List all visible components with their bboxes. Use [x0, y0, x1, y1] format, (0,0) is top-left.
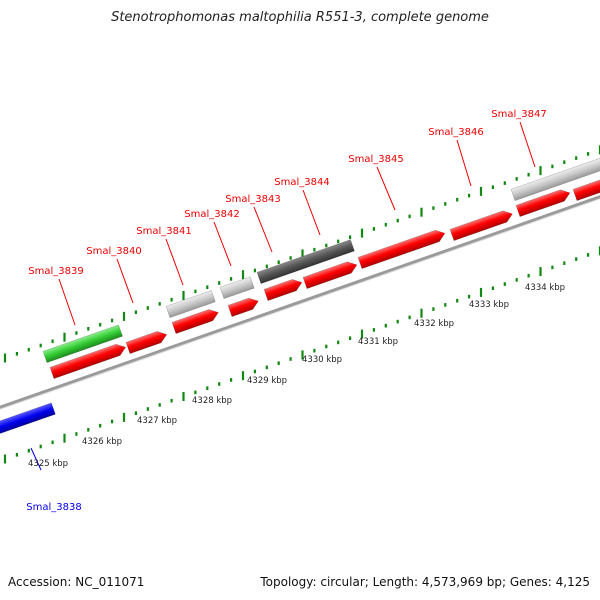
cds-smal-3838 [0, 402, 56, 437]
genome-backbone [0, 195, 600, 409]
gene-features [0, 157, 600, 437]
gene-callout: Smal_3841 [136, 226, 192, 286]
gene-label[interactable]: Smal_3842 [184, 209, 239, 220]
feature-smal-3847 [510, 157, 600, 202]
gene-label[interactable]: Smal_3841 [136, 226, 191, 237]
cds-smal-3845 [357, 229, 446, 270]
kbp-label: 4329 kbp [247, 376, 287, 386]
gene-label[interactable]: Smal_3838 [26, 502, 81, 513]
callout-leader-line [253, 206, 273, 253]
feature-smal-3844 [256, 239, 355, 285]
callout-leader-line [165, 238, 184, 286]
kbp-label: 4334 kbp [525, 283, 565, 293]
cds-smal-3840 [125, 331, 168, 355]
callout-leader-line [116, 258, 134, 304]
gene-label[interactable]: Smal_3846 [428, 127, 483, 138]
accession-text: Accession: NC_011071 [8, 575, 145, 589]
cds-smal-3847 [515, 189, 571, 218]
callout-leader-line [58, 278, 76, 326]
upper-tick-row [3, 145, 600, 363]
genome-summary-text: Topology: circular; Length: 4,573,969 bp… [260, 575, 590, 589]
gene-callout: Smal_3847 [491, 109, 547, 168]
rna-smal-3839 [42, 324, 123, 364]
cds-smal-3844 [302, 261, 358, 290]
gene-label[interactable]: Smal_3847 [491, 109, 546, 120]
cds-smal-3843 [263, 279, 303, 302]
gene-callout: Smal_3843 [225, 194, 281, 253]
callout-leader-line [519, 121, 536, 168]
gene-callout: Smal_3838 [26, 447, 82, 513]
feature-smal-3841 [165, 290, 216, 319]
callout-leader-line [213, 221, 232, 267]
callout-leader-line [376, 166, 396, 211]
gene-callout: Smal_3846 [428, 127, 484, 187]
kbp-label: 4326 kbp [82, 437, 122, 447]
cds-smal-3846 [449, 210, 513, 242]
kbp-label: 4328 kbp [192, 396, 232, 406]
feature-smal-3842 [219, 276, 255, 300]
cds-smal-3839 [49, 343, 127, 380]
gene-callout: Smal_3844 [274, 177, 330, 236]
cds-smal-3841 [171, 309, 219, 335]
gene-label[interactable]: Smal_3843 [225, 194, 280, 205]
cds-smal-3842 [227, 297, 259, 318]
gene-label[interactable]: Smal_3840 [86, 246, 141, 257]
map-title: Stenotrophomonas maltophilia R551-3, com… [111, 10, 489, 25]
kbp-label: 4327 kbp [137, 416, 177, 426]
callout-leader-line [302, 189, 321, 236]
lower-tick-row [3, 246, 600, 464]
gene-callout: Smal_3845 [348, 154, 404, 211]
callout-leader-line [456, 139, 472, 187]
gene-label[interactable]: Smal_3845 [348, 154, 403, 165]
kbp-label: 4331 kbp [358, 337, 398, 347]
gene-callout: Smal_3842 [184, 209, 240, 267]
kbp-scale: 4325 kbp 4326 kbp 4327 kbp 4328 kbp 4329 kbp… [28, 283, 565, 469]
kbp-label: 4325 kbp [28, 459, 68, 469]
tick-rows [3, 145, 600, 464]
kbp-label: 4332 kbp [414, 319, 454, 329]
genome-backbone-shadow [0, 198, 600, 410]
gene-label[interactable]: Smal_3844 [274, 177, 329, 188]
gene-callout: Smal_3839 [28, 266, 84, 326]
callout-leader-line [30, 447, 42, 471]
kbp-label: 4330 kbp [302, 355, 342, 365]
gene-label[interactable]: Smal_3839 [28, 266, 83, 277]
cds-next [572, 178, 600, 202]
kbp-label: 4333 kbp [469, 300, 509, 310]
gene-callout: Smal_3840 [86, 246, 142, 304]
